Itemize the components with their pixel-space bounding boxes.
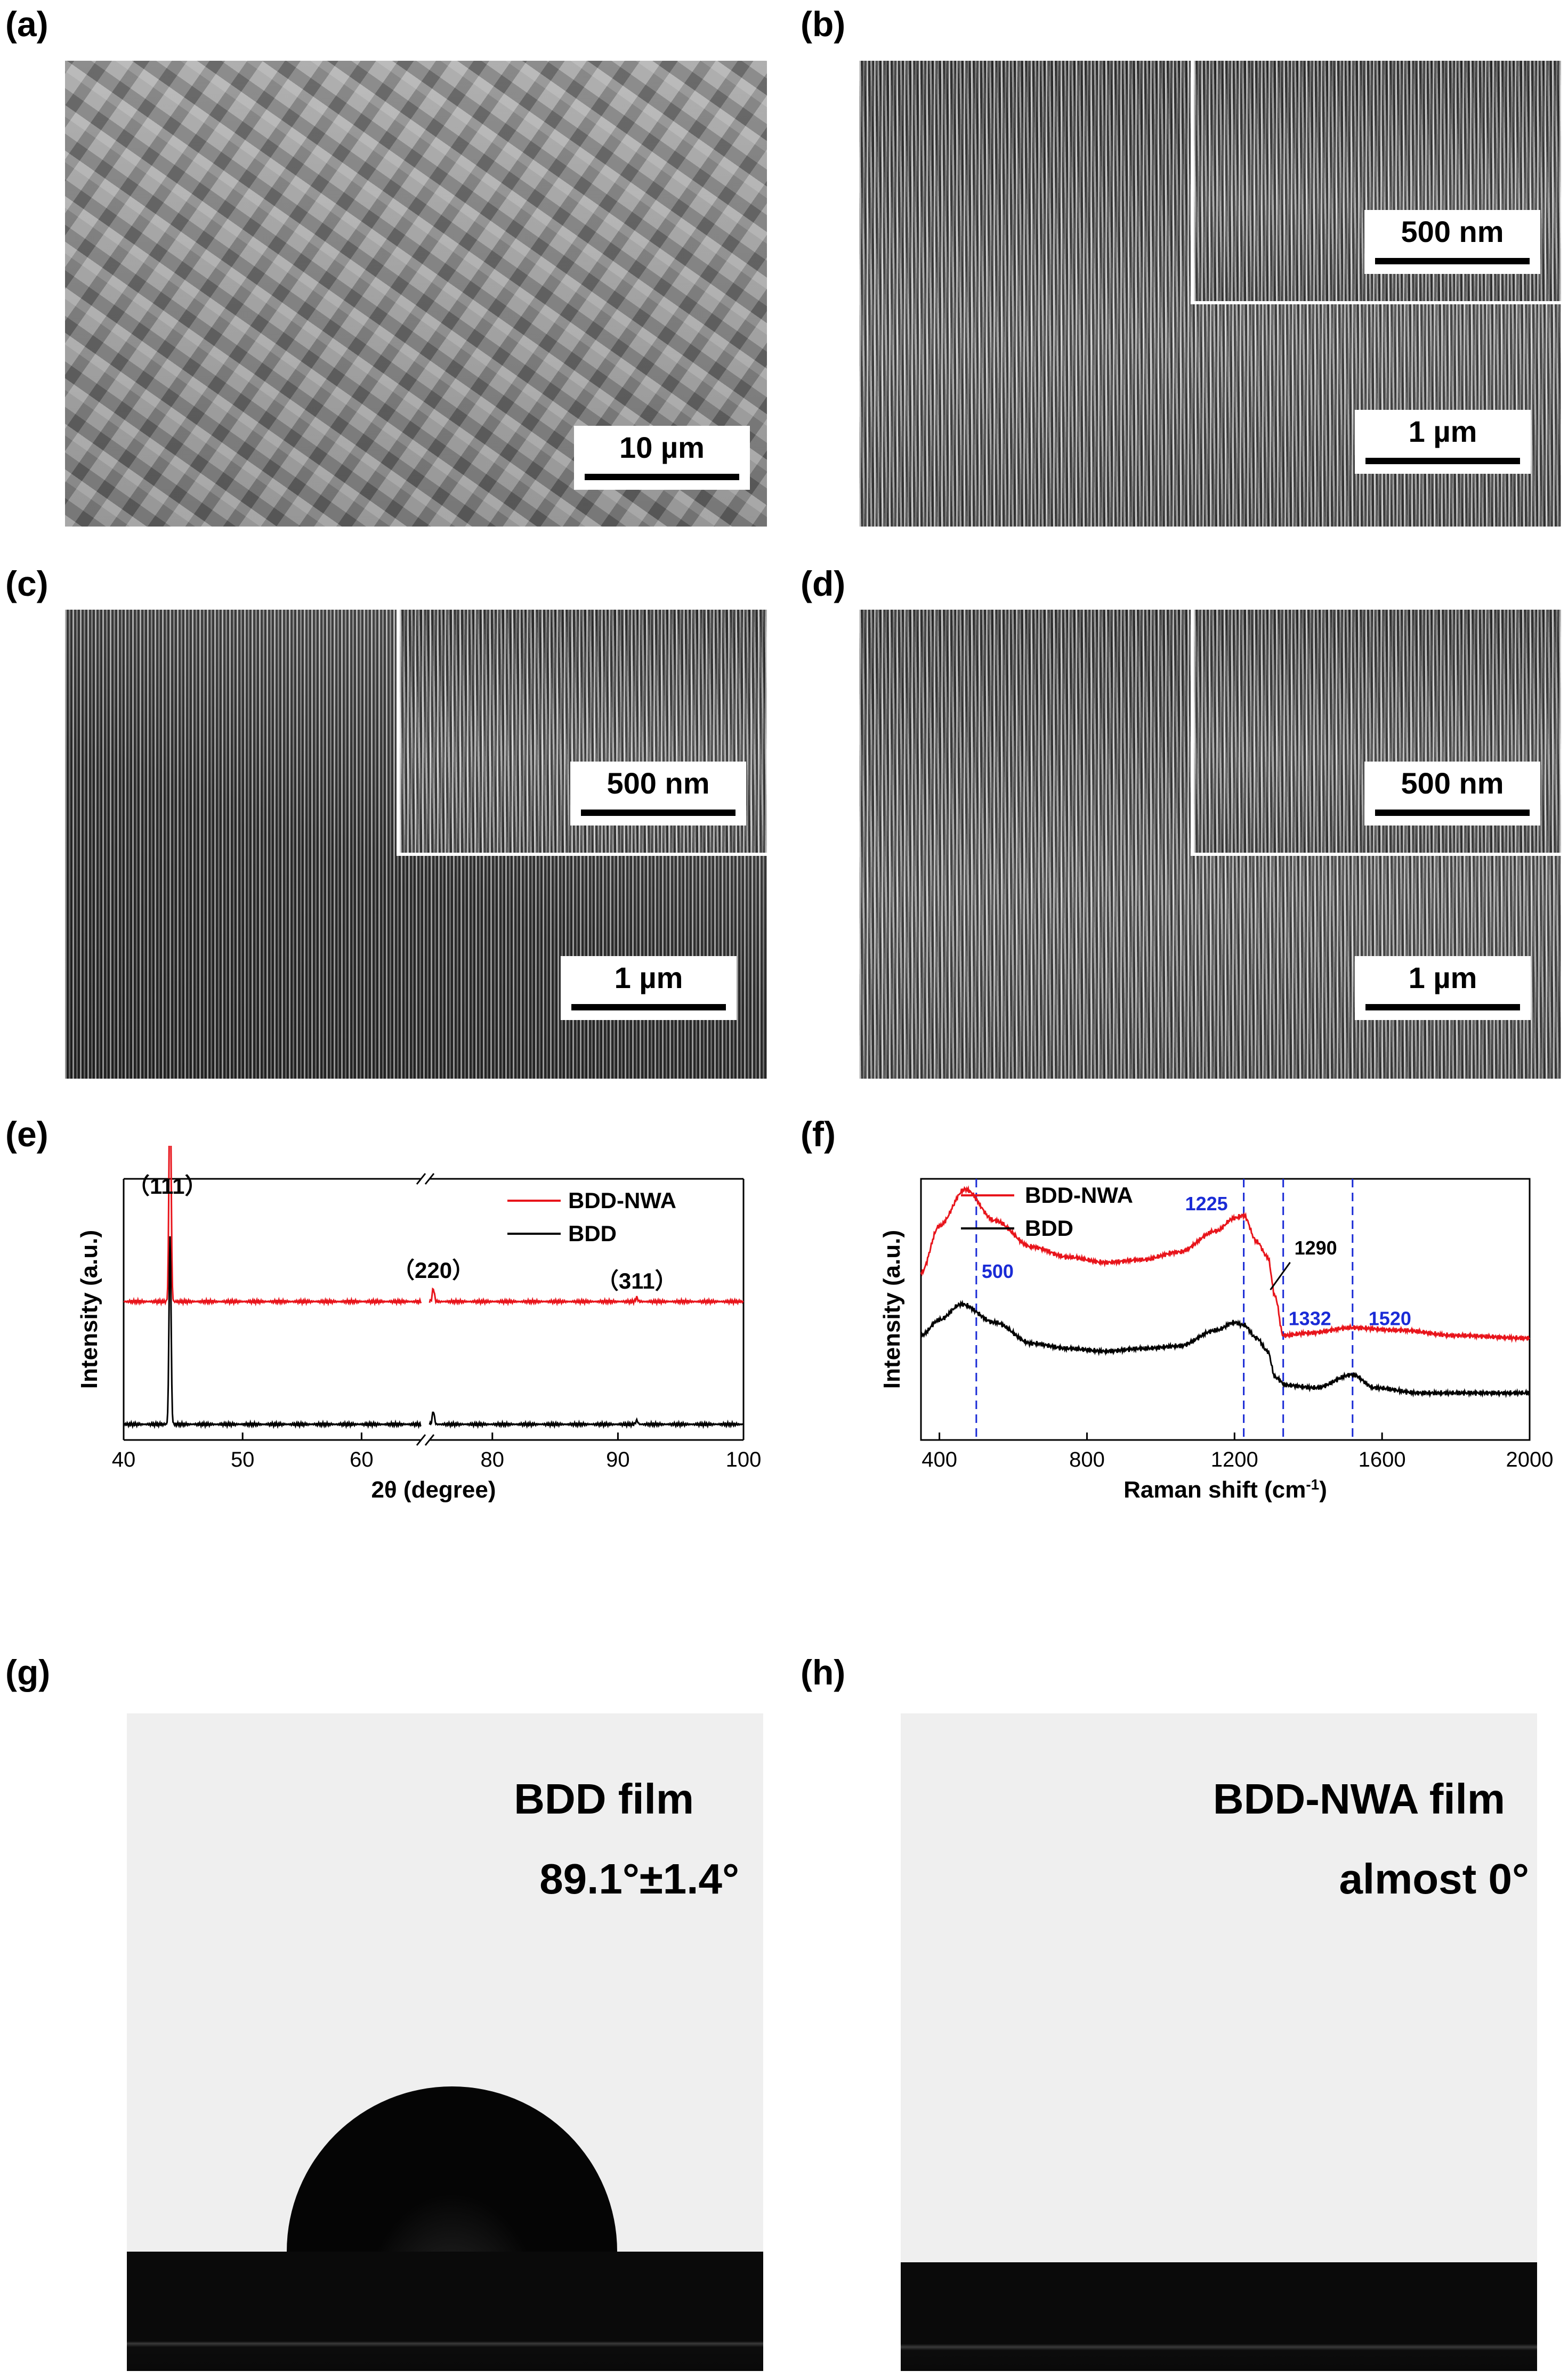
x-tick-label-100: 100 [726,1448,762,1471]
panel-d-sem-image: 500 nm 1 µm [859,610,1561,1079]
panel-a-scale-bar: 10 µm [574,426,750,490]
panel-c-label: (c) [5,564,49,603]
panel-e-label: (e) [5,1114,49,1154]
panel-a-sem-image: 10 µm [65,61,767,527]
panel-a-label: (a) [5,4,49,44]
panel-h-film-label: BDD-NWA film [1213,1775,1505,1823]
annotation-1332: 1332 [1289,1307,1331,1329]
peak-label-0: （111） [127,1174,207,1199]
panel-d-inset-image: 500 nm [1191,610,1561,856]
series-BDD [920,1299,1531,1398]
annotation-1290-arrow [1270,1261,1291,1291]
panel-c-inset-scale-text: 500 nm [607,766,710,800]
y-axis-title: Intensity (a.u.) [76,1230,102,1389]
x-tick-label-400: 400 [922,1448,957,1471]
legend-label-BDD-NWA: BDD-NWA [568,1188,676,1213]
panel-g-angle-value: 89.1°±1.4° [539,1855,739,1903]
panel-b-sem-image: 500 nm 1 µm [859,61,1561,527]
series-BDD-segment-0 [123,1236,422,1429]
x-tick-label-2000: 2000 [1506,1448,1554,1471]
panel-h-label: (h) [801,1653,846,1692]
annotation-500: 500 [982,1260,1014,1282]
series-BDD-NWA [920,1185,1530,1344]
x-tick-label-40: 40 [112,1448,136,1471]
panel-b-label: (b) [801,4,846,44]
panel-g-label: (g) [5,1653,51,1692]
panel-e-xrd-chart: 40 50 60 80 90 100 2θ (degree) Intensity (a.u.)… [76,1146,762,1503]
plot-frame [920,1178,1531,1441]
panel-b-scale-text: 1 µm [1408,415,1477,448]
legend-label-BDD-NWA: BDD-NWA [1025,1183,1133,1208]
series-BDD-NWA-segment-1 [429,1287,744,1307]
panel-c-sem-image: 500 nm 1 µm [65,610,767,1079]
axis-break-mark-3 [424,1173,435,1185]
series-BDD-segment-1 [429,1411,745,1429]
axis-break-mark-1 [424,1434,435,1446]
x-axis-title: Raman shift (cm-1) [1124,1476,1327,1503]
panel-d-scale-bar: 1 µm [1355,956,1531,1020]
panel-d-inset-scale-text: 500 nm [1401,766,1504,800]
panel-c-scale-bar: 1 µm [561,956,737,1020]
panel-h-substrate [901,2262,1537,2371]
panel-d-scale-text: 1 µm [1408,961,1477,994]
annotation-1520: 1520 [1369,1307,1411,1329]
panel-g-film-label: BDD film [514,1775,694,1823]
panel-g-contact-angle-image: BDD film 89.1°±1.4° [127,1713,763,2371]
panel-h-contact-angle-image: BDD-NWA film almost 0° [901,1713,1537,2371]
panel-f-label: (f) [801,1114,836,1154]
x-tick-label-60: 60 [350,1448,374,1471]
x-tick-label-1200: 1200 [1211,1448,1258,1471]
axis-break-mark-2 [416,1173,426,1185]
x-tick-label-90: 90 [606,1448,630,1471]
panel-d-label: (d) [801,564,846,603]
x-tick-label-50: 50 [231,1448,255,1471]
legend-label-BDD: BDD [1025,1216,1073,1241]
panel-c-inset-scale-bar: 500 nm [570,762,746,826]
panel-c-scale-text: 1 µm [614,961,683,994]
x-tick-label-800: 800 [1069,1448,1105,1471]
panel-d-inset-scale-bar: 500 nm [1364,762,1540,826]
annotation-1290: 1290 [1295,1237,1337,1259]
axis-break-mark-0 [416,1434,426,1446]
x-tick-label-1600: 1600 [1359,1448,1406,1471]
annotation-1225: 1225 [1185,1193,1228,1215]
panel-g-substrate [127,2252,763,2371]
panel-b-inset-scale-bar: 500 nm [1364,210,1540,274]
peak-label-2: （311） [596,1268,677,1293]
legend-label-BDD: BDD [568,1221,617,1246]
y-axis-title: Intensity (a.u.) [879,1230,905,1389]
panel-f-raman-chart: 400 800 1200 1600 2000 Raman shift (cm-1) Inte… [879,1178,1554,1503]
x-axis-title: 2θ (degree) [371,1477,496,1503]
panel-a-scale-text: 10 µm [619,431,705,464]
x-tick-label-80: 80 [481,1448,505,1471]
panel-b-inset-image: 500 nm [1191,61,1561,304]
panel-h-angle-value: almost 0° [1339,1855,1529,1903]
panel-b-inset-scale-text: 500 nm [1401,215,1504,248]
series-BDD-NWA-segment-0 [123,1146,422,1307]
panel-c-inset-image: 500 nm [397,610,767,856]
panel-b-scale-bar: 1 µm [1355,410,1531,474]
peak-label-1: （220） [392,1258,474,1283]
